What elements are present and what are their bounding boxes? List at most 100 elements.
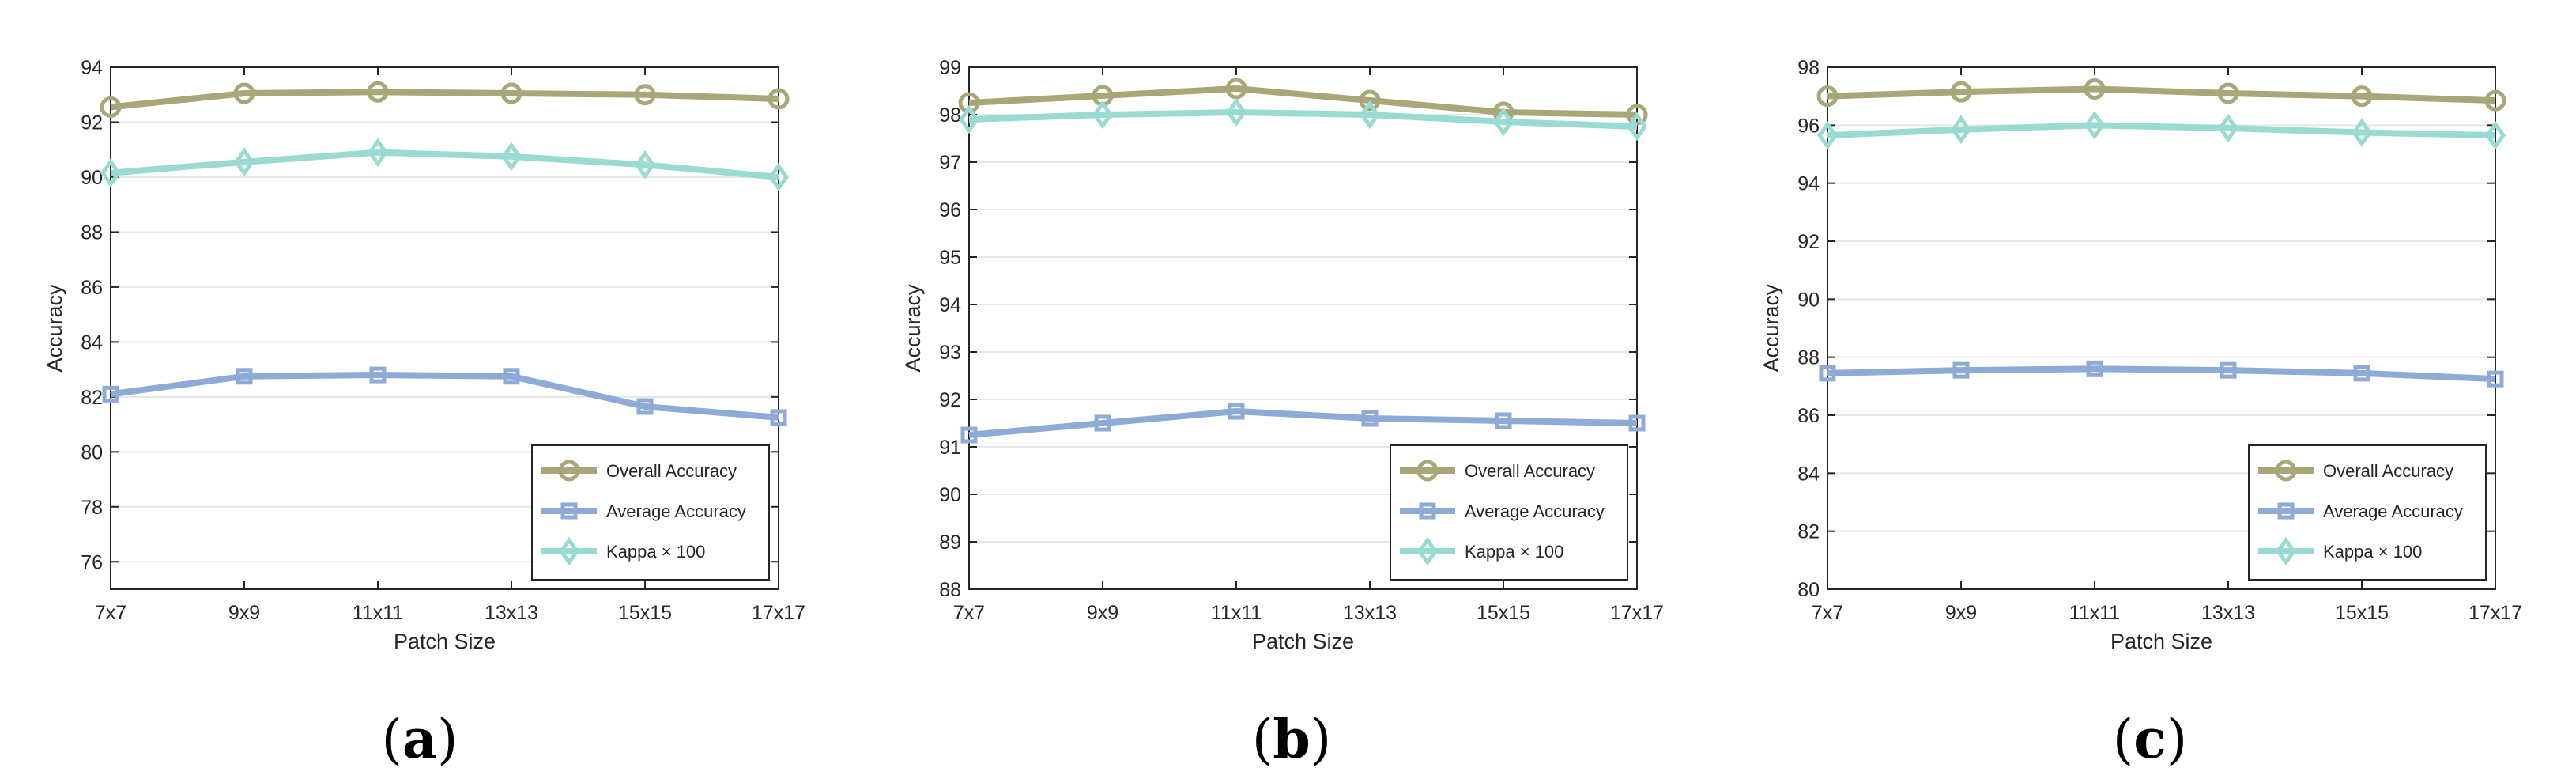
chart-panel-b: 88 89 90 91 92 93 94 95 96 97 98 99 7x7 9x9 11x11 13x13… <box>858 0 1717 783</box>
legend: Overall Accuracy Average Accuracy Kappa × … <box>1390 444 1628 581</box>
caption-letter: b <box>1273 708 1311 771</box>
data-point <box>500 142 522 172</box>
y-tick-label: 93 <box>939 342 961 364</box>
data-point <box>1816 120 1839 150</box>
data-point <box>2487 370 2504 388</box>
legend-marker <box>1416 460 1439 482</box>
data-point <box>1225 78 1247 100</box>
data-point <box>367 138 389 167</box>
x-axis-label: Patch Size <box>1252 630 1354 653</box>
y-tick-label: 78 <box>81 497 103 519</box>
data-point <box>1228 403 1245 420</box>
series-line <box>110 89 779 111</box>
data-point <box>2351 118 2373 147</box>
y-tick-label: 86 <box>1797 405 1820 427</box>
caption-letter: c <box>2133 708 2167 771</box>
x-tick-label: 17x17 <box>2469 602 2522 624</box>
data-point <box>1819 365 1836 382</box>
x-tick-label: 9x9 <box>1945 602 1977 624</box>
x-tick-label: 11x11 <box>1211 602 1262 624</box>
data-point <box>503 368 520 385</box>
y-tick-label: 96 <box>1797 115 1820 137</box>
data-point <box>1361 410 1379 427</box>
data-point <box>1626 112 1648 142</box>
data-point <box>367 81 389 103</box>
data-point <box>233 147 255 177</box>
series-line <box>968 85 1638 118</box>
legend-entry: Overall Accuracy <box>1465 461 1595 481</box>
chart-a: 76 78 80 82 84 86 88 90 92 94 7x7 9x9 11x11 13x13 15x1… <box>43 57 805 653</box>
series-line <box>1827 85 2496 104</box>
y-axis-label: Accuracy <box>901 284 925 373</box>
data-point <box>1816 85 1839 108</box>
x-tick-label: 15x15 <box>618 602 672 624</box>
legend: Overall Accuracy Average Accuracy Kappa × … <box>531 444 770 581</box>
series-kappa-100 <box>958 97 1648 142</box>
data-point <box>2217 113 2239 143</box>
legend-marker <box>560 502 578 520</box>
y-tick-label: 80 <box>1797 579 1820 601</box>
y-tick-label: 84 <box>1797 463 1820 485</box>
series-overall-accuracy <box>1816 78 2506 112</box>
data-point <box>634 84 656 106</box>
series-average-accuracy <box>1819 360 2504 388</box>
x-tick-label: 15x15 <box>2335 602 2389 624</box>
data-point <box>2217 82 2239 104</box>
data-point <box>2484 120 2506 150</box>
legend-entry: Kappa × 100 <box>2323 542 2422 562</box>
caption-close-paren: ) <box>2166 709 2188 771</box>
legend-marker <box>2275 536 2297 566</box>
data-point <box>1495 412 1512 429</box>
data-point <box>770 409 787 426</box>
legend: Overall Accuracy Average Accuracy Kappa × … <box>2248 444 2487 581</box>
caption-open-paren: ( <box>2112 709 2134 771</box>
x-tick-label: 15x15 <box>1477 602 1530 624</box>
y-axis-label: Accuracy <box>1759 284 1783 373</box>
legend-entry: Overall Accuracy <box>2323 461 2453 481</box>
chart-panel-a: 76 78 80 82 84 86 88 90 92 94 7x7 9x9 11x11 13x13 15x1… <box>0 0 858 783</box>
series-line <box>968 408 1638 438</box>
x-axis-label: Patch Size <box>2110 630 2212 653</box>
y-tick-label: 94 <box>939 294 961 316</box>
y-tick-label: 92 <box>939 389 961 411</box>
y-tick-label: 94 <box>81 57 103 79</box>
chart-b: 88 89 90 91 92 93 94 95 96 97 98 99 7x7 9x9 11x11 13x13… <box>901 57 1664 653</box>
y-tick-label: 86 <box>81 277 103 299</box>
y-tick-label: 99 <box>939 57 961 79</box>
y-tick-label: 91 <box>939 437 961 459</box>
data-point <box>2084 111 2106 140</box>
x-tick-label: 7x7 <box>1812 602 1843 624</box>
legend-marker <box>1419 502 1436 520</box>
y-tick-label: 95 <box>939 247 961 269</box>
series-kappa-100 <box>100 138 790 192</box>
data-point <box>1359 89 1381 112</box>
x-tick-label: 9x9 <box>1087 602 1118 624</box>
y-tick-label: 89 <box>939 531 961 554</box>
caption-close-paren: ) <box>437 709 458 771</box>
data-point <box>1092 100 1114 130</box>
data-point <box>100 96 122 118</box>
data-point <box>102 385 119 403</box>
axes-box <box>110 66 779 590</box>
axes-box <box>1827 66 2496 590</box>
x-tick-label: 13x13 <box>485 602 538 624</box>
y-tick-label: 80 <box>81 441 103 463</box>
data-point <box>1492 107 1514 137</box>
data-point <box>1628 414 1646 432</box>
series-average-accuracy <box>102 366 787 426</box>
y-tick-label: 98 <box>1797 57 1820 79</box>
data-point <box>1359 100 1381 130</box>
panel-caption-c: (c) <box>2071 708 2229 771</box>
y-axis-label: Accuracy <box>43 284 66 373</box>
data-point <box>100 158 122 188</box>
x-tick-label: 13x13 <box>1343 602 1397 624</box>
data-point <box>1952 361 1970 379</box>
data-point <box>2220 361 2237 379</box>
data-point <box>233 82 255 104</box>
data-point <box>634 150 656 180</box>
caption-letter: a <box>402 708 438 771</box>
axes-box <box>968 66 1638 590</box>
data-point <box>236 368 253 385</box>
data-point <box>1950 115 1972 145</box>
legend-marker <box>2275 460 2297 482</box>
